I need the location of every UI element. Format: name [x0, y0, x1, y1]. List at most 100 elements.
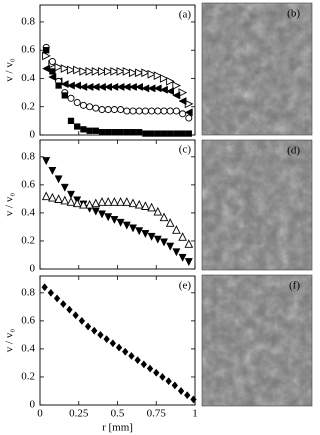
marker: [91, 67, 101, 76]
marker: [179, 110, 187, 118]
marker: [110, 216, 119, 225]
marker: [54, 62, 64, 72]
marker: [171, 381, 179, 390]
marker: [78, 316, 86, 325]
y-tick-label: 0: [30, 129, 36, 141]
marker: [134, 199, 144, 209]
marker: [104, 67, 113, 76]
marker: [160, 130, 168, 137]
y-tick-label: 0.4: [21, 206, 35, 218]
marker: [66, 65, 76, 75]
marker: [79, 199, 88, 209]
marker: [48, 166, 57, 176]
marker: [135, 107, 143, 115]
marker: [123, 129, 130, 136]
marker: [72, 311, 79, 320]
y-tick-label: 0.2: [21, 234, 35, 246]
marker: [97, 197, 107, 206]
marker: [128, 68, 138, 78]
y-tick-label: 0.8: [21, 286, 35, 298]
axes-box: [39, 275, 196, 406]
marker: [116, 218, 125, 227]
marker: [86, 127, 93, 134]
marker: [122, 67, 132, 76]
marker: [110, 106, 118, 114]
marker: [148, 130, 155, 137]
marker: [159, 85, 168, 94]
marker: [128, 198, 138, 208]
image-label: (f): [289, 280, 300, 292]
marker: [184, 258, 193, 267]
marker: [166, 76, 175, 86]
image-label: (b): [287, 8, 300, 20]
marker: [166, 87, 175, 96]
x-tick-label: 0: [37, 408, 43, 420]
marker: [48, 192, 57, 202]
panel-label: (a): [179, 9, 192, 21]
marker: [141, 107, 149, 115]
marker: [109, 339, 117, 348]
marker: [67, 117, 75, 124]
marker: [61, 92, 68, 99]
axes-box: [39, 139, 196, 270]
marker: [153, 368, 160, 377]
marker: [42, 157, 51, 166]
marker: [173, 130, 180, 137]
y-tick-label: 0.6: [21, 314, 35, 326]
marker: [167, 130, 174, 137]
marker: [104, 106, 112, 114]
marker: [165, 218, 175, 227]
marker: [74, 123, 81, 130]
marker: [66, 190, 76, 199]
y-tick-label: 0.4: [21, 72, 35, 84]
marker: [47, 288, 55, 297]
marker: [141, 68, 151, 78]
marker: [135, 227, 144, 236]
y-tick-label: 0.8: [21, 150, 35, 162]
marker: [49, 68, 56, 75]
y-axis-label: v / v₀: [4, 58, 16, 82]
marker: [122, 347, 129, 356]
marker: [184, 108, 193, 117]
marker: [97, 67, 107, 76]
marker: [153, 235, 162, 244]
marker: [117, 129, 124, 136]
y-tick-label: 0: [30, 399, 36, 411]
marker: [73, 65, 82, 75]
marker: [128, 351, 135, 360]
marker: [172, 107, 180, 115]
marker: [66, 305, 73, 314]
marker: [72, 198, 82, 208]
marker: [153, 206, 163, 216]
marker: [91, 326, 98, 335]
marker: [184, 239, 194, 248]
marker: [141, 230, 150, 239]
marker: [48, 73, 57, 82]
y-tick-label: 0.2: [21, 100, 35, 112]
marker: [60, 64, 70, 73]
marker: [91, 207, 100, 216]
marker: [128, 224, 138, 233]
marker: [116, 67, 126, 76]
marker: [80, 126, 87, 133]
marker: [166, 242, 175, 251]
plot-area: [40, 276, 195, 405]
marker: [165, 377, 172, 386]
marker: [98, 106, 106, 114]
image-texture: [202, 3, 312, 135]
y-axis-label: v / v₀: [4, 193, 16, 217]
marker: [60, 80, 69, 89]
x-axis-label: r [mm]: [102, 422, 133, 434]
marker: [104, 213, 113, 222]
marker: [54, 194, 63, 203]
y-tick-label: 0: [30, 263, 36, 275]
marker: [73, 98, 81, 107]
marker: [178, 253, 187, 262]
marker: [103, 197, 113, 206]
marker: [166, 107, 174, 115]
marker: [159, 238, 169, 247]
marker: [60, 195, 70, 205]
image-border: [201, 274, 313, 407]
marker: [140, 360, 148, 369]
